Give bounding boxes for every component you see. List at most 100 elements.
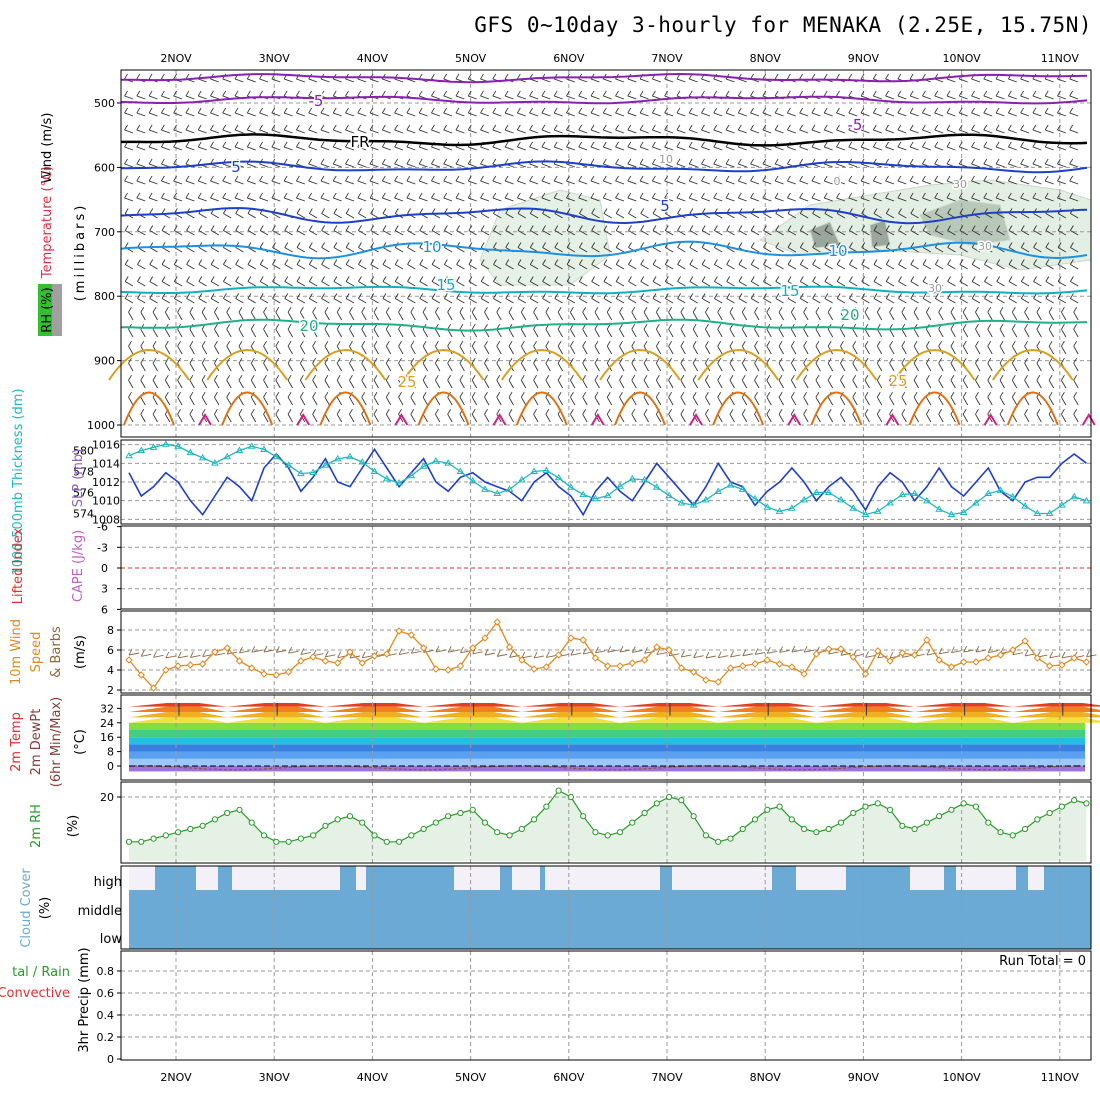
wind-barb-flag (701, 175, 705, 182)
wind-barb-flag (541, 107, 546, 114)
wind-barb-flag (836, 73, 840, 80)
wind-barb-flag (406, 158, 411, 165)
thickness-slp-lines (125, 440, 1091, 518)
wind-barb (995, 146, 1005, 151)
cloud-high-gap (796, 866, 846, 890)
wind-barb-flag (603, 276, 608, 282)
wind-barb (382, 230, 391, 236)
wind-barb (223, 264, 232, 270)
cloud-level-middle: middle (78, 904, 122, 919)
wind-barb-flag (557, 391, 562, 398)
wind-barb-flag (214, 357, 218, 364)
wind-barb-flag (889, 306, 893, 313)
wind-barb-flag (824, 276, 829, 282)
wind-barb-flag (909, 90, 914, 97)
wind-barb-flag (504, 141, 509, 148)
wind-barb-flag (480, 259, 485, 265)
wind-barb (848, 197, 858, 202)
wind-barb-flag (284, 208, 289, 214)
wind-barb (468, 213, 477, 219)
thickness-point (689, 501, 698, 508)
wind-barb-flag (296, 208, 301, 214)
wind-barb-flag (284, 225, 289, 231)
wind-barb (876, 413, 883, 423)
wind-barb (557, 328, 564, 338)
wind-barb (468, 180, 477, 185)
rh2m-point (310, 832, 317, 839)
wind-barb-flag (1048, 340, 1053, 347)
wind-barb (554, 112, 563, 117)
wind-barb-flag (848, 124, 853, 131)
wind10m-barb (779, 649, 790, 653)
wind-barb (345, 281, 355, 287)
wind-barb-flag (750, 276, 755, 282)
wind-barb-flag (349, 306, 353, 313)
wind-barb-flag (840, 340, 844, 347)
wind-barb (1045, 146, 1054, 151)
wind10m-barb (570, 652, 581, 656)
wind-barb (938, 328, 944, 338)
wind-barb-flag (860, 73, 865, 80)
wind-barb-flag (529, 141, 534, 148)
wind-barb (275, 328, 281, 338)
temp-warm-band (718, 703, 817, 707)
wind-barb-flag (864, 408, 869, 415)
top-day-label: 10NOV (942, 52, 981, 65)
wind-barb-flag (480, 225, 485, 231)
wind-barb-flag (639, 192, 644, 199)
wind-barb (665, 230, 674, 236)
wind-barb-flag (321, 259, 325, 265)
wind-barb (762, 163, 772, 168)
wind-barb-flag (664, 225, 669, 231)
wind-barb (177, 413, 183, 423)
wind-barb-flag (1069, 192, 1074, 199)
wind-barb (738, 213, 747, 219)
wind10m-barb (190, 655, 201, 658)
lifted-index-axis-label: Lifted Index (11, 527, 26, 604)
wind-barb (321, 281, 330, 287)
wind-barb (680, 362, 686, 372)
wind-barb-flag (493, 276, 497, 282)
wind-barb-flag (1020, 293, 1025, 299)
slp-tick-label: 1008 (92, 513, 120, 526)
wind-barb (603, 230, 612, 236)
wind-barb-flag (406, 175, 411, 182)
wind-barb-flag (1057, 192, 1061, 199)
wind-barb-flag (897, 158, 902, 165)
wind-barb-flag (1007, 124, 1012, 131)
wind-barb (173, 95, 183, 100)
wind-barb (603, 129, 612, 134)
temp-warm-band (227, 717, 326, 723)
wind-barb-flag (799, 276, 804, 282)
wind-barb-flag (468, 293, 473, 299)
wind10m-barb-flag (140, 650, 145, 657)
wind-barb-flag (283, 192, 288, 199)
wind-barb-flag (688, 175, 693, 182)
wind-barb (370, 264, 379, 270)
wind-barb (655, 362, 662, 372)
wind-barb (361, 362, 367, 372)
rh2m-point (886, 806, 894, 813)
temp-warm-band (129, 712, 227, 718)
wind-barb-flag (308, 259, 313, 265)
wind-barb (898, 298, 907, 304)
wind-barb-flag (553, 175, 558, 182)
wind-barb (468, 163, 477, 168)
wind-barb-flag (947, 276, 952, 282)
wind-barb (886, 213, 895, 219)
wind-barb-flag (296, 158, 300, 165)
wind-barb (517, 298, 527, 304)
wind-barb-flag (542, 259, 546, 265)
rh2m-point (506, 832, 513, 839)
wind-barb (124, 197, 134, 202)
wind-barb (778, 311, 784, 321)
wind-barb (827, 413, 834, 423)
wind-barb-flag (272, 276, 276, 282)
wind-barb (950, 311, 956, 321)
wind-barb-flag (898, 259, 902, 265)
wind-barb-flag (283, 107, 288, 114)
rh2m-point (224, 809, 231, 817)
wind-barb (259, 146, 269, 151)
wind-barb (541, 95, 551, 100)
wind10m-barb (484, 652, 496, 656)
